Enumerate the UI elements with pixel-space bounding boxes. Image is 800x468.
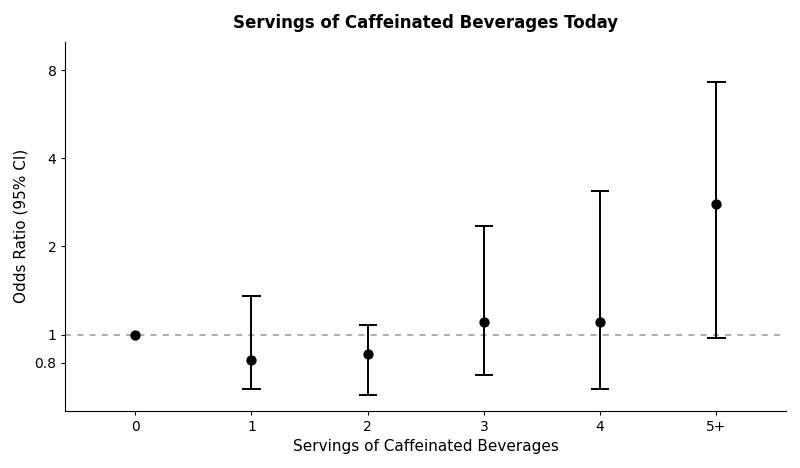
Point: [710, 200, 722, 207]
Point: [478, 319, 490, 326]
X-axis label: Servings of Caffeinated Beverages: Servings of Caffeinated Beverages: [293, 439, 558, 454]
Point: [362, 350, 374, 358]
Title: Servings of Caffeinated Beverages Today: Servings of Caffeinated Beverages Today: [234, 14, 618, 32]
Point: [245, 356, 258, 364]
Y-axis label: Odds Ratio (95% CI): Odds Ratio (95% CI): [14, 149, 29, 303]
Point: [129, 331, 142, 338]
Point: [594, 319, 606, 326]
